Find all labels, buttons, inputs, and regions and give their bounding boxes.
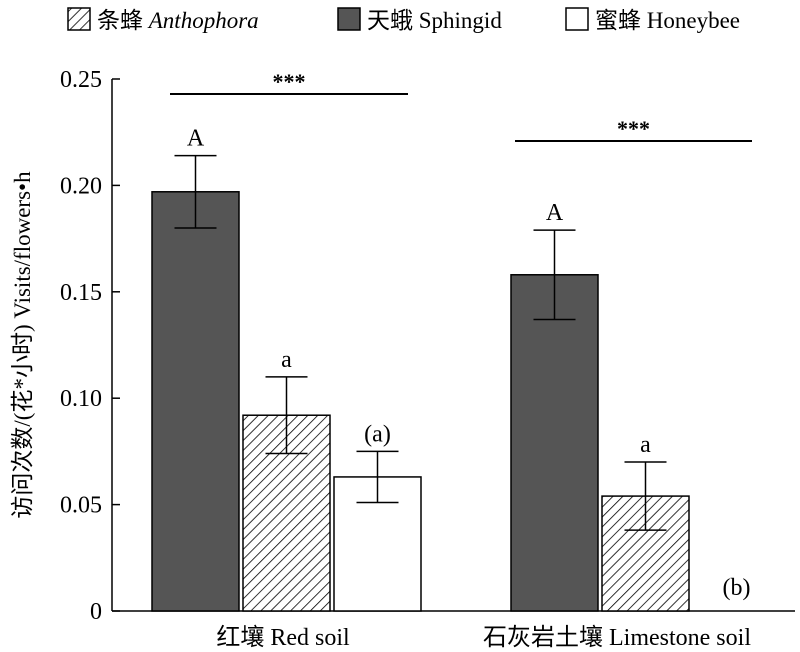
legend-label: 条蜂 Anthophora (97, 8, 259, 33)
bar-letter-label: a (281, 347, 292, 373)
significance-label: *** (273, 69, 306, 94)
legend: 条蜂 Anthophora 天蛾 Sphingid 蜜蜂 Honeybee (67, 7, 740, 33)
axes: 0 0.05 0.10 0.15 0.20 0.25 红壤 Red soil 石灰岩土壤 Li… (10, 67, 795, 651)
legend-item: 蜜蜂 Honeybee (565, 7, 740, 33)
bar-letter-label: A (546, 200, 564, 226)
y-tick-label: 0.05 (60, 493, 102, 519)
bar (510, 274, 599, 612)
y-axis-title: 访问次数/(花*小时) Visits/flowers•h (10, 171, 35, 519)
legend-label: 天蛾 Sphingid (367, 8, 502, 33)
legend-item: 天蛾 Sphingid (337, 7, 502, 33)
x-category-label: 石灰岩土壤 Limestone soil (483, 624, 751, 651)
bar-letter-label: a (640, 432, 651, 458)
y-tick-label: 0.10 (60, 386, 102, 412)
y-tick-label: 0.25 (60, 67, 102, 93)
legend-item: 条蜂 Anthophora (67, 7, 259, 33)
bar-letter-label: (a) (364, 421, 391, 447)
x-category-label: 红壤 Red soil (216, 624, 350, 651)
y-tick-label: 0 (90, 599, 102, 625)
legend-swatch (67, 7, 91, 31)
significance-label: *** (617, 116, 650, 141)
bar-letter-label: (b) (723, 575, 751, 601)
y-tick-label: 0.20 (60, 173, 102, 199)
annotations: A Aa a (a) (b) *** *** (170, 69, 752, 601)
y-tick-label: 0.15 (60, 280, 102, 306)
legend-swatch (337, 7, 361, 31)
legend-swatch (565, 7, 589, 31)
legend-label: 蜜蜂 Honeybee (595, 8, 740, 33)
bars (151, 154, 690, 612)
bar-letter-label: A (187, 126, 205, 152)
bar (151, 191, 240, 612)
